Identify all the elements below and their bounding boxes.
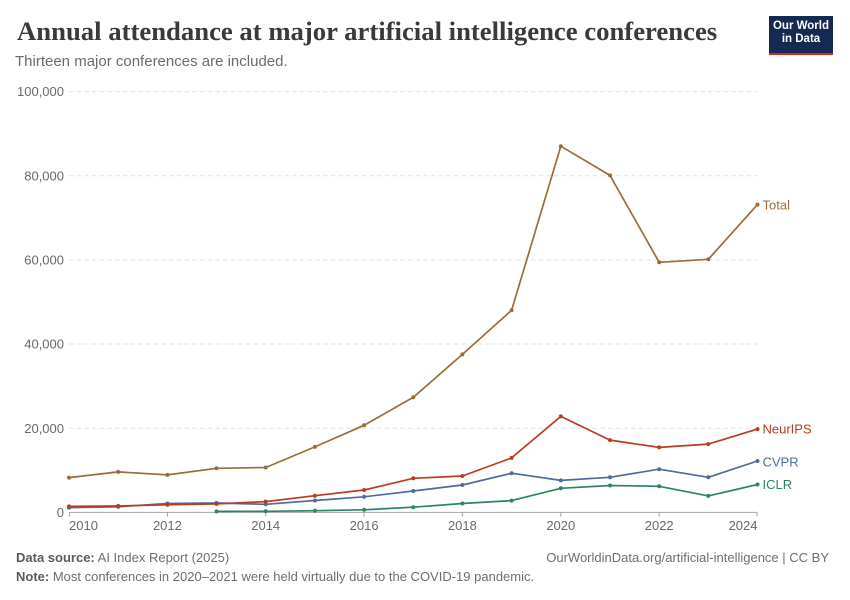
- svg-text:2022: 2022: [645, 518, 674, 533]
- svg-text:2024: 2024: [729, 518, 758, 533]
- svg-text:100,000: 100,000: [17, 84, 64, 99]
- svg-text:0: 0: [57, 505, 64, 520]
- svg-text:20,000: 20,000: [24, 421, 64, 436]
- svg-text:2012: 2012: [153, 518, 182, 533]
- svg-text:ICLR: ICLR: [763, 477, 793, 492]
- svg-text:2016: 2016: [350, 518, 379, 533]
- svg-text:2014: 2014: [251, 518, 280, 533]
- svg-text:2018: 2018: [448, 518, 477, 533]
- svg-text:CVPR: CVPR: [763, 455, 799, 470]
- svg-text:60,000: 60,000: [24, 253, 64, 268]
- svg-text:80,000: 80,000: [24, 168, 64, 183]
- svg-text:Total: Total: [763, 197, 791, 212]
- svg-text:NeurIPS: NeurIPS: [763, 422, 812, 437]
- svg-text:2010: 2010: [69, 518, 98, 533]
- svg-text:40,000: 40,000: [24, 337, 64, 352]
- svg-text:2020: 2020: [546, 518, 575, 533]
